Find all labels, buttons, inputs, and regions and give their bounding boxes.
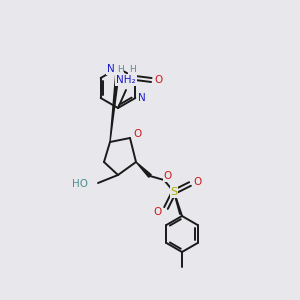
Polygon shape (136, 162, 151, 177)
Text: O: O (164, 171, 172, 181)
Text: N: N (107, 64, 115, 74)
Text: N: N (138, 93, 146, 103)
Polygon shape (110, 68, 120, 142)
Text: O: O (193, 177, 201, 187)
Text: S: S (170, 187, 178, 197)
Text: H: H (129, 65, 135, 74)
Text: NH₂: NH₂ (116, 75, 136, 85)
Text: O: O (133, 129, 141, 139)
Text: O: O (154, 75, 162, 85)
Text: HO: HO (72, 179, 88, 189)
Text: O: O (154, 207, 162, 217)
Text: H: H (117, 65, 123, 74)
